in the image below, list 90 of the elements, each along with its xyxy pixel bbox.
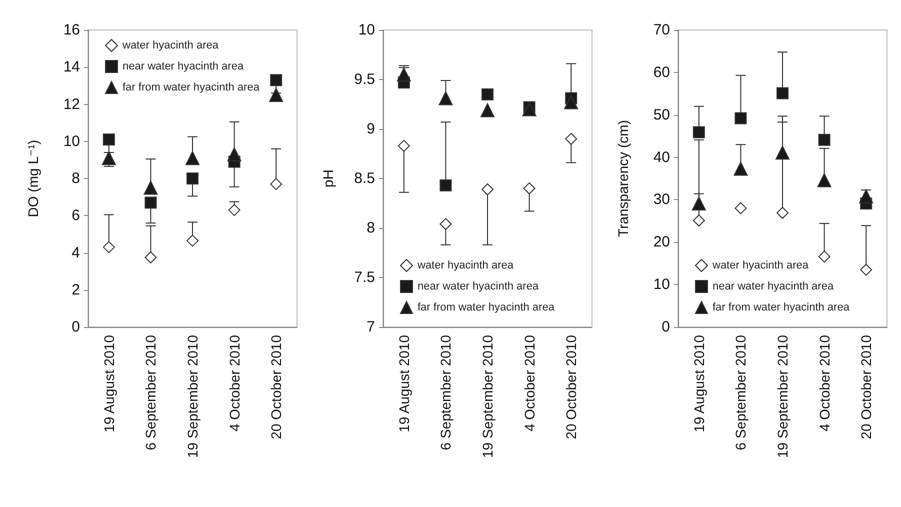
point: [564, 95, 578, 110]
y-tick-label: 4: [72, 244, 80, 262]
y-tick-label: 50: [653, 106, 670, 124]
y-tick-label: 40: [653, 148, 670, 166]
point: [818, 250, 830, 263]
y-tick-label: 8: [72, 170, 80, 187]
y-tick-label: 10: [358, 22, 375, 38]
y-tick-label: 10: [63, 132, 80, 150]
point: [144, 180, 158, 195]
legend-label: far from water hyacinth area: [712, 302, 850, 314]
point: [734, 162, 748, 176]
x-tick-label: 19 September 2010: [480, 334, 496, 458]
point: [565, 132, 578, 145]
y-axis-title: Transparency (cm): [615, 120, 631, 237]
point: [482, 183, 494, 196]
y-tick-label: 30: [653, 191, 670, 208]
legend-label: near water hyacinth area: [122, 60, 244, 72]
x-tick-label: 6 September 2010: [732, 334, 749, 450]
legend-label: far from water hyacinth area: [418, 302, 556, 314]
x-tick-label: 20 October 2010: [268, 334, 284, 440]
y-tick-label: 7: [366, 318, 375, 336]
point: [144, 251, 157, 264]
y-tick-label: 6: [72, 207, 80, 224]
x-tick-label: 4 October 2010: [226, 334, 242, 432]
point: [776, 146, 790, 160]
point: [398, 140, 410, 152]
legend-label: water hyacinth area: [712, 260, 810, 272]
x-tick-label: 6 September 2010: [142, 334, 159, 450]
y-tick-label: 20: [653, 234, 670, 251]
point: [734, 112, 747, 124]
point: [522, 102, 536, 116]
y-tick-label: 10: [653, 276, 670, 294]
y-tick-label: 60: [653, 64, 670, 81]
x-tick-label: 19 August 2010: [690, 334, 707, 432]
point: [186, 172, 198, 184]
point: [860, 264, 872, 276]
point: [440, 218, 452, 230]
x-tick-label: 4 October 2010: [521, 334, 538, 432]
point: [270, 74, 282, 86]
point: [692, 214, 705, 227]
point: [776, 87, 788, 100]
y-tick-label: 9: [366, 120, 375, 138]
point: [440, 179, 452, 192]
y-axis-title: DO (mg L⁻¹): [25, 140, 41, 218]
point: [817, 173, 832, 188]
legend-label: water hyacinth area: [416, 260, 514, 272]
point: [227, 147, 242, 162]
point: [102, 241, 115, 254]
legend-label: far from water hyacinth area: [122, 82, 260, 94]
y-tick-label: 70: [653, 22, 670, 38]
point: [818, 134, 830, 146]
point: [102, 151, 116, 166]
point: [186, 234, 198, 247]
x-tick-label: 19 September 2010: [774, 334, 790, 458]
point: [480, 103, 494, 118]
point: [144, 196, 157, 209]
y-axis-title: pH: [320, 170, 336, 188]
point: [523, 182, 536, 194]
x-tick-label: 19 August 2010: [396, 334, 412, 432]
y-tick-label: 2: [72, 281, 80, 298]
point: [438, 91, 453, 106]
x-tick-label: 6 September 2010: [438, 334, 454, 450]
y-tick-label: 0: [662, 318, 670, 336]
y-tick-label: 7.5: [354, 269, 375, 286]
legend-label: near water hyacinth area: [712, 280, 834, 292]
legend-label: near water hyacinth area: [418, 280, 540, 292]
point: [269, 88, 284, 102]
point: [734, 202, 747, 214]
point: [776, 206, 788, 219]
x-tick-label: 19 September 2010: [184, 334, 200, 458]
y-tick-label: 9.5: [354, 71, 375, 88]
x-tick-label: 4 October 2010: [816, 334, 832, 432]
point: [482, 88, 494, 100]
legend-label: water hyacinth area: [122, 40, 220, 52]
point: [692, 126, 705, 138]
point: [270, 178, 282, 190]
y-tick-label: 8: [366, 220, 375, 236]
point: [102, 134, 115, 146]
point: [228, 204, 240, 216]
x-tick-label: 20 October 2010: [858, 334, 874, 440]
x-tick-label: 20 October 2010: [563, 334, 580, 440]
y-tick-label: 14: [63, 58, 80, 76]
point: [859, 189, 874, 204]
y-tick-label: 0: [72, 318, 80, 336]
x-tick-label: 19 August 2010: [100, 334, 117, 432]
y-tick-label: 12: [63, 96, 80, 113]
point: [692, 196, 706, 211]
y-tick-label: 8.5: [354, 170, 375, 187]
point: [186, 151, 200, 166]
y-tick-label: 16: [63, 22, 80, 38]
